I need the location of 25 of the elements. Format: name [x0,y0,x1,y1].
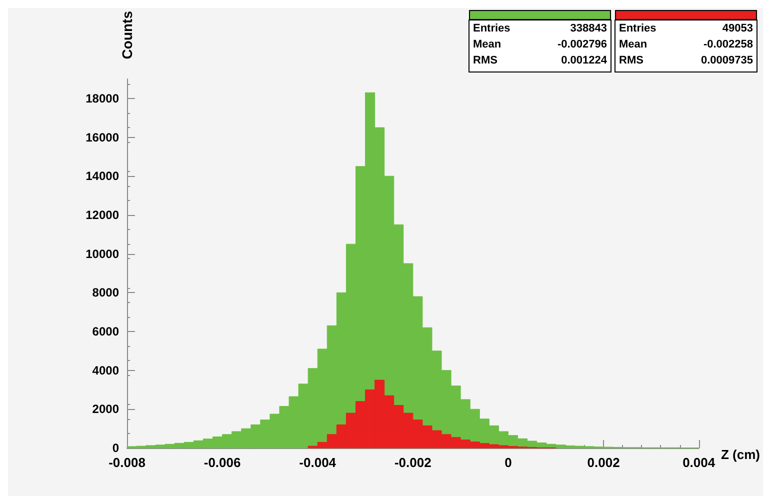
y-tick-label: 18000 [86,91,120,106]
x-tick-label: 0 [504,455,512,470]
y-tick-label: 10000 [86,246,120,261]
x-tick-label: -0.002 [394,455,432,470]
text: Mean -0.002796 [473,38,607,50]
x-axis-title: Z (cm) [721,447,760,462]
text: Entries 338843 [473,22,607,34]
text: Mean -0.002258 [619,38,753,50]
y-tick-label: 8000 [92,286,120,300]
y-tick-label: 0 [112,441,120,455]
y-tick-label: 2000 [92,402,120,416]
y-tick-label: 4000 [92,363,120,378]
x-tick-label: -0.004 [299,455,337,470]
y-axis-title: Counts [119,10,135,60]
x-tick-label: 0.004 [682,455,716,470]
x-tick-label: -0.008 [108,455,146,470]
text: RMS 0.001224 [473,54,607,66]
y-tick-label: 6000 [92,324,120,338]
text: Entries 49053 [619,22,753,34]
x-tick-label: -0.006 [204,455,241,470]
y-tick-label: 14000 [86,169,120,184]
y-tick-label: 12000 [86,208,120,222]
y-tick-label: 16000 [86,130,120,144]
x-tick-label: 0.002 [587,455,620,470]
text: RMS 0.0009735 [619,54,753,66]
